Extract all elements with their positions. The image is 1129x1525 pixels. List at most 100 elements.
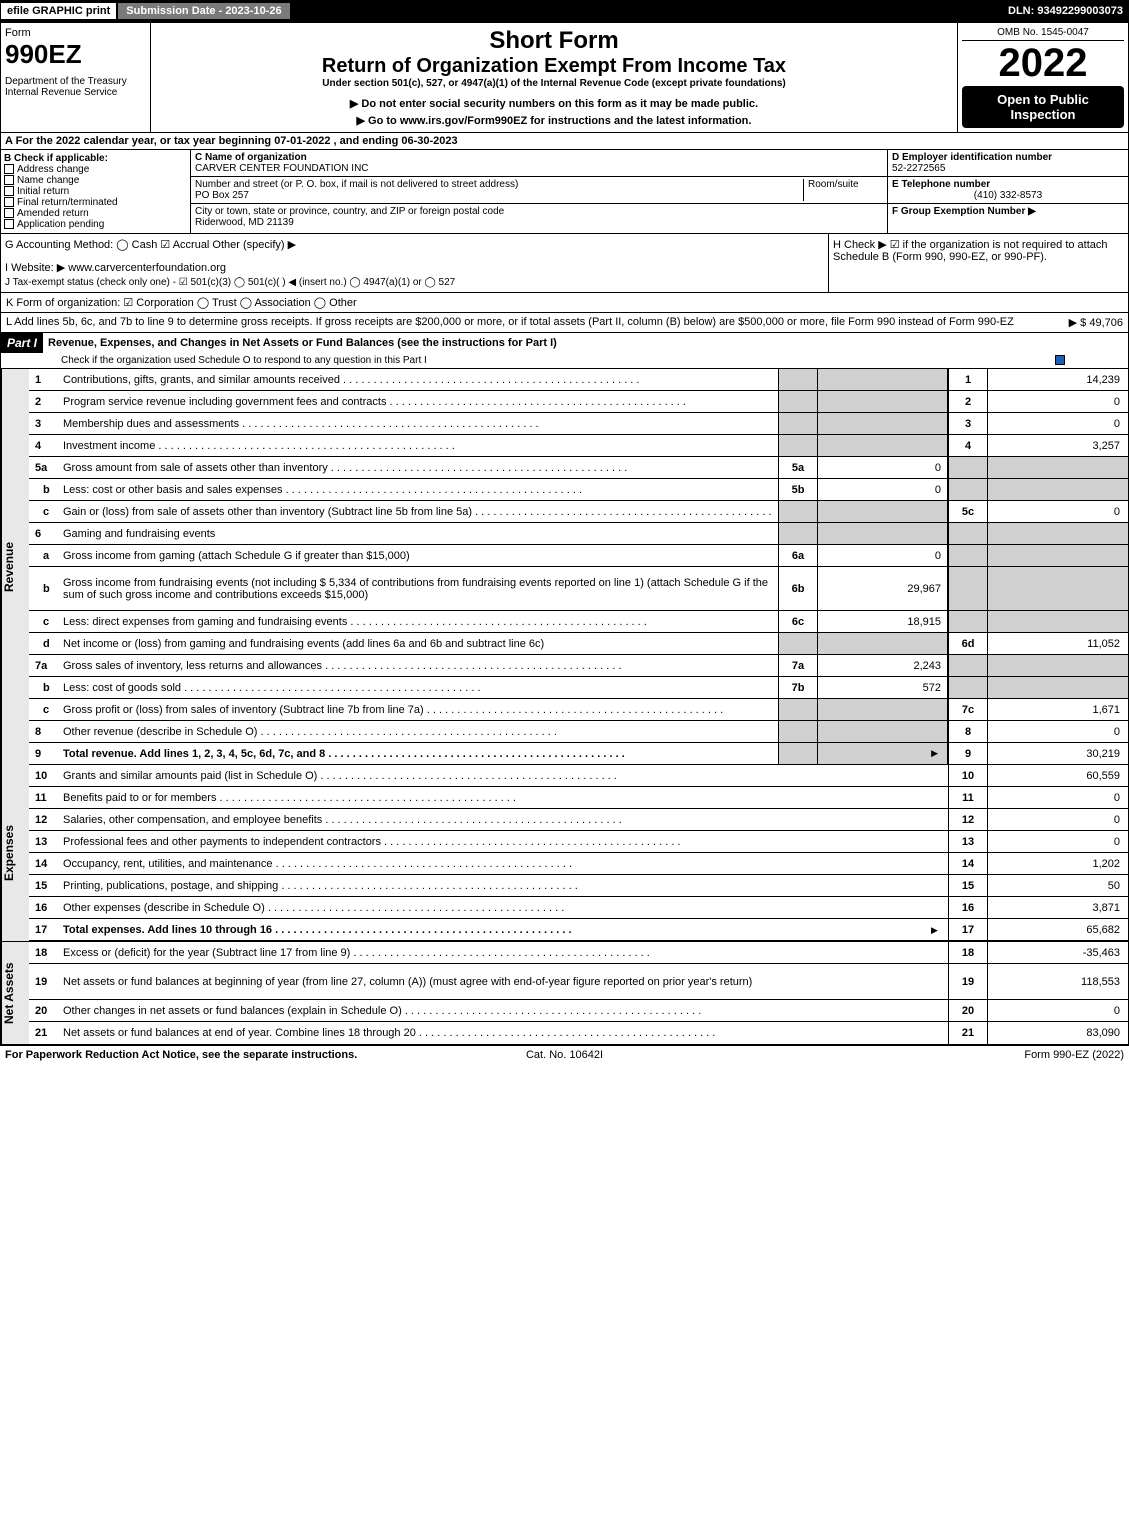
open-public: Open to Public Inspection [962, 86, 1124, 128]
line-1: 1 Contributions, gifts, grants, and simil… [29, 369, 1128, 391]
footer-right: Form 990-EZ (2022) [751, 1049, 1124, 1061]
dln: DLN: 93492299003073 [1008, 5, 1129, 17]
rv19: 118,553 [988, 964, 1128, 999]
line-3: 3Membership dues and assessments30 [29, 413, 1128, 435]
rv6c [988, 611, 1128, 632]
chk-name[interactable] [4, 175, 14, 185]
d17: Total expenses. Add lines 10 through 16 [59, 922, 928, 938]
mv5b: 0 [818, 479, 948, 500]
mn5a: 5a [778, 457, 818, 478]
d6a: Gross income from gaming (attach Schedul… [59, 548, 778, 564]
rv9: 30,219 [988, 743, 1128, 764]
rv16: 3,871 [988, 897, 1128, 918]
d6b: Gross income from fundraising events (no… [59, 575, 778, 603]
mv4 [818, 435, 948, 456]
mv5c [818, 501, 948, 522]
d18: Excess or (deficit) for the year (Subtra… [59, 945, 948, 961]
i-website[interactable]: I Website: ▶ www.carvercenterfoundation.… [5, 261, 824, 274]
opt-pending: Application pending [17, 219, 104, 230]
mv8 [818, 721, 948, 742]
rv21: 83,090 [988, 1022, 1128, 1044]
mn6 [778, 523, 818, 544]
n5b: b [29, 484, 59, 496]
rn15: 15 [948, 875, 988, 896]
footer: For Paperwork Reduction Act Notice, see … [0, 1045, 1129, 1064]
chk-final[interactable] [4, 197, 14, 207]
rn9: 9 [948, 743, 988, 764]
d7b: Less: cost of goods sold [59, 680, 778, 696]
chk-pending[interactable] [4, 219, 14, 229]
rn1: 1 [948, 369, 988, 390]
d-label: D Employer identification number [892, 152, 1124, 163]
n6d: d [29, 638, 59, 650]
rv5a [988, 457, 1128, 478]
rn12: 12 [948, 809, 988, 830]
n19: 19 [29, 976, 59, 988]
city-label: City or town, state or province, country… [195, 206, 883, 217]
rn19: 19 [948, 964, 988, 999]
opt-name: Name change [17, 175, 79, 186]
footer-left: For Paperwork Reduction Act Notice, see … [5, 1049, 378, 1061]
line-17: 17Total expenses. Add lines 10 through 1… [29, 919, 1128, 941]
line-12: 12Salaries, other compensation, and empl… [29, 809, 1128, 831]
rv6a [988, 545, 1128, 566]
rv10: 60,559 [988, 765, 1128, 786]
rn6d: 6d [948, 633, 988, 654]
rv4: 3,257 [988, 435, 1128, 456]
rv5c: 0 [988, 501, 1128, 522]
d3: Membership dues and assessments [59, 416, 778, 432]
d5a: Gross amount from sale of assets other t… [59, 460, 778, 476]
n17: 17 [29, 924, 59, 936]
rn20: 20 [948, 1000, 988, 1021]
chk-initial[interactable] [4, 186, 14, 196]
part1-checkbox[interactable] [1055, 355, 1065, 365]
mn9 [778, 743, 818, 764]
efile-label[interactable]: efile GRAPHIC print [0, 2, 117, 20]
n3: 3 [29, 418, 59, 430]
chk-amended[interactable] [4, 208, 14, 218]
line-15: 15Printing, publications, postage, and s… [29, 875, 1128, 897]
n18: 18 [29, 947, 59, 959]
mv2 [818, 391, 948, 412]
line-14: 14Occupancy, rent, utilities, and mainte… [29, 853, 1128, 875]
under-section: Under section 501(c), 527, or 4947(a)(1)… [155, 78, 953, 89]
l-gross-receipts: L Add lines 5b, 6c, and 7b to line 9 to … [0, 313, 1129, 333]
rn8: 8 [948, 721, 988, 742]
line-7b: bLess: cost of goods sold7b572 [29, 677, 1128, 699]
sidebar-expenses: Expenses [1, 765, 29, 941]
line-8: 8Other revenue (describe in Schedule O)8… [29, 721, 1128, 743]
mv7b: 572 [818, 677, 948, 698]
rv13: 0 [988, 831, 1128, 852]
rn5b [948, 479, 988, 500]
d21: Net assets or fund balances at end of ye… [59, 1025, 948, 1041]
expenses-table: Expenses 10Grants and similar amounts pa… [0, 765, 1129, 942]
mv9 [818, 743, 948, 764]
topbar: efile GRAPHIC print Submission Date - 20… [0, 0, 1129, 22]
j-tax-exempt: J Tax-exempt status (check only one) - ☑… [5, 277, 824, 288]
rn18: 18 [948, 942, 988, 963]
d12: Salaries, other compensation, and employ… [59, 812, 948, 828]
return-title: Return of Organization Exempt From Incom… [155, 55, 953, 78]
section-b-to-f: B Check if applicable: Address change Na… [0, 150, 1129, 234]
d7c: Gross profit or (loss) from sales of inv… [59, 702, 778, 718]
d5b: Less: cost or other basis and sales expe… [59, 482, 778, 498]
rv15: 50 [988, 875, 1128, 896]
line-10: 10Grants and similar amounts paid (list … [29, 765, 1128, 787]
note-link[interactable]: ▶ Go to www.irs.gov/Form990EZ for instru… [155, 114, 953, 127]
mv5a: 0 [818, 457, 948, 478]
room-label: Room/suite [803, 179, 883, 201]
mv7a: 2,243 [818, 655, 948, 676]
note-ssn: ▶ Do not enter social security numbers o… [155, 97, 953, 110]
form-header: Form 990EZ Department of the Treasury In… [0, 22, 1129, 133]
rn21: 21 [948, 1022, 988, 1044]
rn2: 2 [948, 391, 988, 412]
n15: 15 [29, 880, 59, 892]
rv7a [988, 655, 1128, 676]
d1: Contributions, gifts, grants, and simila… [59, 372, 778, 388]
rv20: 0 [988, 1000, 1128, 1021]
chk-address[interactable] [4, 164, 14, 174]
mn7c [778, 699, 818, 720]
opt-initial: Initial return [17, 186, 69, 197]
arrow17 [928, 924, 948, 936]
submission-date: Submission Date - 2023-10-26 [117, 2, 290, 20]
